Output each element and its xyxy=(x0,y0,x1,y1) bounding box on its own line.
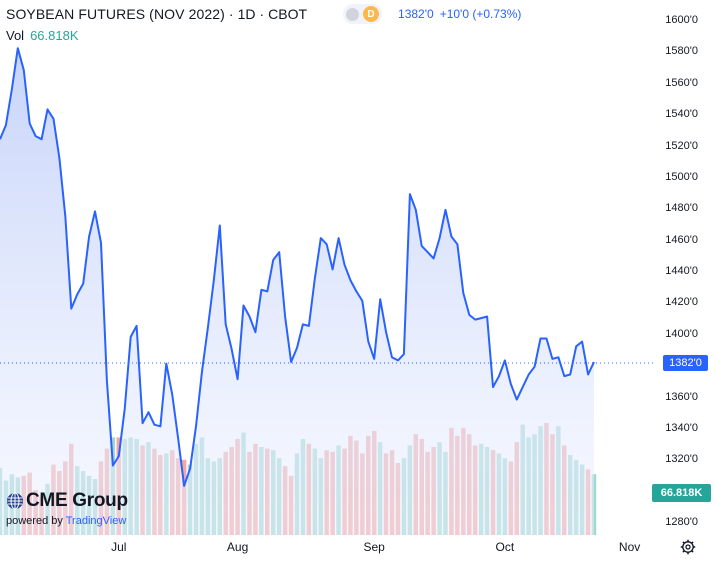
powered-by[interactable]: powered by TradingView xyxy=(6,515,126,527)
provider-link[interactable]: TradingView xyxy=(65,515,127,527)
price-tick-label: 1400'0 xyxy=(665,327,698,340)
symbol-title: SOYBEAN FUTURES (NOV 2022) xyxy=(6,6,225,22)
time-tick-label: Jul xyxy=(111,540,127,554)
price-tick-label: 1440'0 xyxy=(665,265,698,277)
price-tick-label: 1280'0 xyxy=(665,516,698,528)
time-tick-label: Aug xyxy=(226,540,249,554)
delayed-badge: D xyxy=(363,6,380,22)
time-tick-label: Oct xyxy=(495,540,515,554)
volume-tag: 66.818K xyxy=(652,484,711,502)
price-tick-label: 1320'0 xyxy=(665,453,698,466)
chart-header: SOYBEAN FUTURES (NOV 2022) · 1D · CBOT D… xyxy=(6,4,522,24)
logo-text: CME Group xyxy=(26,490,128,511)
last-price: 1382'0 xyxy=(398,7,434,21)
volume-value: 66.818K xyxy=(30,28,79,43)
last-price-tag: 1382'0 xyxy=(663,355,708,371)
price-change: +10'0 (+0.73%) xyxy=(439,7,522,21)
powered-by-label: powered by xyxy=(6,515,63,527)
time-tick-label: Sep xyxy=(363,540,385,554)
exchange-label: CBOT xyxy=(268,6,308,22)
price-tick-label: 1460'0 xyxy=(665,233,698,246)
price-tick-label: 1520'0 xyxy=(665,139,698,152)
time-tick-label: Nov xyxy=(618,540,641,554)
price-tick-label: 1600'0 xyxy=(665,14,698,26)
price-tick-label: 1480'0 xyxy=(665,202,698,215)
gear-icon[interactable] xyxy=(680,539,696,555)
price-line xyxy=(0,47,595,487)
market-status-icon xyxy=(346,7,360,21)
price-tick-label: 1500'0 xyxy=(665,170,698,183)
quote-summary: 1382'0 +10'0 (+0.73%) xyxy=(398,7,521,21)
volume-legend: Vol 66.818K xyxy=(6,28,79,43)
price-tick-label: 1580'0 xyxy=(665,45,698,58)
cme-logo[interactable]: CME Group xyxy=(6,490,128,512)
status-pill[interactable]: D xyxy=(343,4,383,24)
volume-label: Vol xyxy=(6,28,25,43)
globe-icon xyxy=(7,492,23,510)
price-tick-label: 1360'0 xyxy=(665,390,698,403)
price-tick-label: 1540'0 xyxy=(665,108,698,121)
price-tick-label: 1560'0 xyxy=(665,76,698,89)
price-tick-label: 1340'0 xyxy=(665,421,698,434)
price-area xyxy=(0,48,594,535)
price-tick-label: 1420'0 xyxy=(665,296,698,309)
interval-label[interactable]: 1D xyxy=(237,6,256,22)
